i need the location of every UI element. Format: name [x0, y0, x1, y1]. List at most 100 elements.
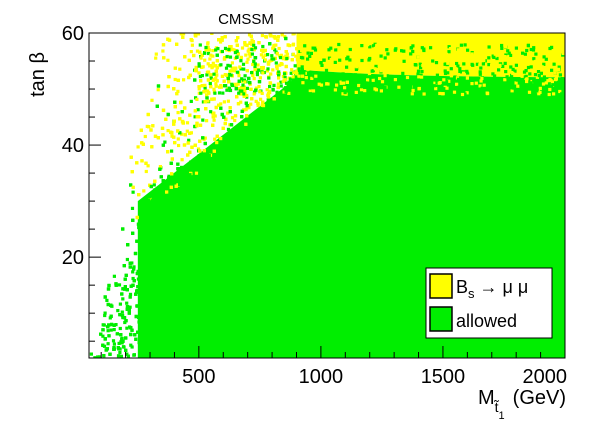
allowed-point [202, 227, 207, 231]
allowed-point [156, 308, 160, 312]
allowed-point [276, 219, 280, 223]
allowed-point [322, 304, 326, 308]
allowed-point [124, 336, 128, 340]
allowed-point [178, 247, 183, 251]
allowed-point [326, 336, 330, 340]
excluded-point [195, 115, 199, 119]
allowed-point [269, 304, 273, 308]
allowed-point [181, 194, 185, 198]
allowed-point [215, 338, 219, 343]
allowed-point [175, 276, 179, 280]
allowed-point [260, 226, 264, 230]
allowed-point [260, 132, 264, 136]
allowed-point [180, 197, 184, 201]
allowed-point [270, 166, 274, 170]
allowed-point [221, 162, 225, 166]
allowed-point [302, 352, 307, 356]
allowed-point [155, 265, 160, 269]
allowed-point [323, 351, 327, 356]
allowed-point [211, 261, 215, 265]
allowed-point [198, 251, 202, 255]
allowed-point [318, 204, 322, 208]
allowed-point [304, 158, 308, 162]
allowed-point [235, 151, 239, 155]
allowed-point [321, 94, 325, 98]
allowed-point [231, 197, 235, 201]
allowed-point [227, 309, 231, 313]
allowed-point [263, 309, 267, 313]
allowed-point [303, 314, 307, 318]
allowed-point [281, 303, 285, 307]
allowed-point [170, 202, 174, 207]
excluded-point [141, 142, 145, 146]
allowed-point [267, 262, 271, 266]
allowed-point [229, 160, 233, 164]
excluded-point [244, 108, 248, 112]
allowed-point [274, 337, 278, 341]
allowed-point [329, 97, 333, 101]
excluded-point [250, 38, 254, 42]
allowed-point [153, 188, 157, 192]
allowed-point [239, 288, 243, 293]
excluded-point [182, 78, 186, 82]
allowed-point [188, 347, 192, 352]
allowed-point [235, 269, 239, 273]
excluded-point [331, 33, 335, 37]
allowed-point [125, 288, 129, 292]
excluded-point [153, 179, 157, 183]
allowed-point [297, 165, 301, 169]
allowed-point [162, 310, 166, 315]
allowed-point [155, 244, 159, 248]
allowed-point [290, 235, 294, 239]
allowed-point [120, 310, 124, 314]
excluded-point [169, 130, 173, 134]
allowed-point [284, 215, 288, 219]
allowed-point [330, 172, 334, 176]
allowed-point [301, 265, 305, 270]
allowed-point [119, 354, 123, 358]
allowed-point [168, 317, 172, 321]
allowed-point [285, 212, 289, 216]
allowed-point [196, 108, 200, 112]
allowed-point [133, 333, 137, 337]
allowed-point [296, 148, 300, 152]
excluded-point [215, 79, 219, 83]
allowed-point [262, 265, 266, 270]
allowed-point [309, 317, 313, 321]
allowed-point [266, 208, 270, 212]
allowed-point [245, 207, 249, 211]
allowed-point [131, 190, 135, 194]
allowed-point [136, 285, 140, 289]
allowed-point [241, 273, 246, 277]
allowed-point [271, 103, 275, 107]
allowed-point [320, 274, 324, 278]
allowed-point [265, 129, 269, 133]
allowed-point [130, 345, 134, 349]
allowed-point [305, 352, 309, 356]
excluded-point [299, 43, 303, 47]
allowed-point [150, 329, 154, 333]
allowed-point [295, 241, 299, 245]
allowed-point [181, 304, 185, 308]
allowed-point [306, 250, 310, 254]
allowed-point [167, 246, 171, 250]
allowed-point [201, 136, 205, 140]
allowed-point [286, 194, 290, 198]
excluded-point [226, 99, 230, 103]
allowed-point [284, 36, 288, 41]
allowed-point [326, 95, 330, 99]
allowed-point [150, 338, 154, 342]
allowed-point [323, 164, 327, 168]
allowed-point [299, 125, 303, 129]
allowed-point [282, 188, 287, 192]
allowed-point [279, 80, 283, 84]
allowed-point [135, 271, 139, 276]
allowed-point [172, 290, 176, 294]
allowed-point [225, 241, 229, 245]
allowed-point [109, 314, 113, 318]
allowed-point [266, 117, 270, 121]
allowed-point [180, 296, 184, 300]
excluded-point [178, 117, 182, 121]
allowed-point [178, 351, 182, 355]
allowed-point [139, 296, 143, 300]
